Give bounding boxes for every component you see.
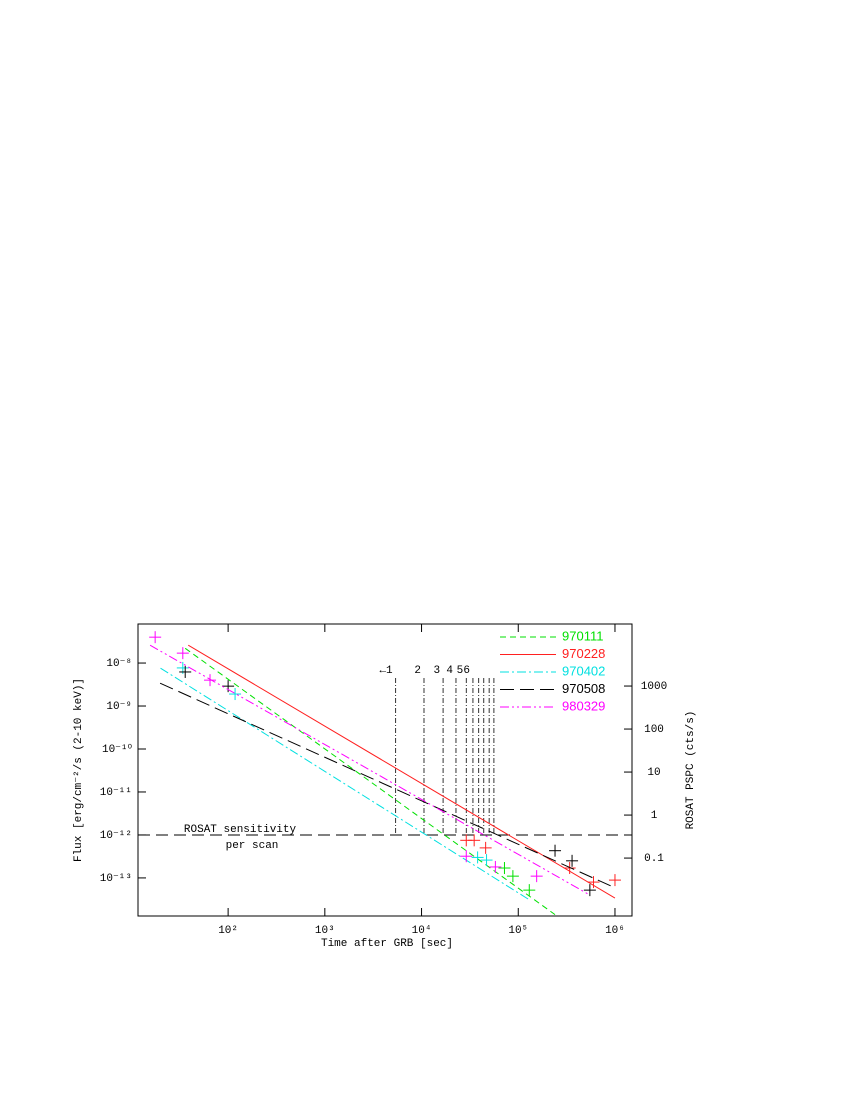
data-point bbox=[460, 850, 473, 863]
plot-frame bbox=[137, 623, 633, 917]
data-point bbox=[229, 688, 242, 701]
x-tick-label: 10³ bbox=[315, 925, 335, 937]
data-point bbox=[471, 851, 484, 864]
y2-tick-label: 1000 bbox=[641, 681, 667, 693]
data-point bbox=[498, 862, 511, 875]
trend-line bbox=[160, 667, 530, 901]
scan-label: 3 bbox=[433, 665, 440, 677]
y-tick-label: 10⁻⁸ bbox=[106, 658, 132, 670]
data-point bbox=[179, 665, 192, 678]
y-tick-label: 10⁻¹⁰ bbox=[102, 743, 133, 756]
trend-line bbox=[184, 647, 556, 916]
y-axis-title: Flux [erg/cm⁻²/s (2-10 keV)] bbox=[73, 678, 85, 862]
y2-tick-label: 1 bbox=[651, 810, 658, 822]
data-point bbox=[176, 647, 189, 660]
data-point bbox=[608, 874, 621, 887]
trend-line bbox=[159, 682, 616, 889]
x-tick-label: 10⁵ bbox=[508, 925, 528, 937]
data-point bbox=[549, 844, 562, 857]
y2-tick-label: 10 bbox=[647, 767, 660, 779]
data-point bbox=[479, 841, 492, 854]
data-point bbox=[489, 860, 502, 873]
data-point bbox=[530, 870, 543, 883]
y-tick-label: 10⁻¹¹ bbox=[100, 787, 132, 799]
data-point bbox=[583, 884, 596, 897]
x-tick-label: 10² bbox=[218, 925, 238, 937]
legend-label: 970228 bbox=[562, 646, 605, 661]
scan-label: ←1 bbox=[379, 665, 393, 677]
scan-label: 2 bbox=[414, 665, 421, 677]
scan-label: 4 bbox=[446, 665, 453, 677]
x-axis-title: Time after GRB [sec] bbox=[321, 938, 453, 950]
legend-label: 970508 bbox=[562, 681, 605, 696]
data-point bbox=[204, 674, 217, 687]
x-tick-label: 10⁶ bbox=[605, 925, 625, 937]
y-tick-label: 10⁻¹² bbox=[100, 830, 132, 842]
data-point bbox=[587, 876, 600, 889]
y2-axis-title: ROSAT PSPC (cts/s) bbox=[685, 711, 697, 830]
trend-line bbox=[149, 644, 591, 896]
legend-label: 980329 bbox=[562, 698, 605, 713]
annotation: per scan bbox=[226, 840, 279, 852]
data-point bbox=[480, 854, 493, 867]
data-point bbox=[523, 884, 536, 897]
scan-label: 6 bbox=[463, 665, 470, 677]
data-point bbox=[149, 631, 162, 644]
x-tick-label: 10⁴ bbox=[412, 925, 432, 937]
data-point bbox=[468, 834, 481, 847]
y-tick-label: 10⁻¹³ bbox=[100, 873, 132, 885]
annotation: ROSAT sensitivity bbox=[184, 824, 297, 836]
scan-label: 5 bbox=[457, 665, 464, 677]
y-tick-label: 10⁻⁹ bbox=[106, 701, 132, 713]
data-point bbox=[222, 680, 235, 693]
y2-tick-label: 100 bbox=[644, 724, 664, 736]
data-point bbox=[566, 854, 579, 867]
trend-line bbox=[187, 644, 616, 899]
data-point bbox=[563, 862, 576, 875]
data-point bbox=[506, 870, 519, 883]
legend-label: 970402 bbox=[562, 663, 605, 678]
legend-label: 970111 bbox=[562, 628, 603, 643]
y2-tick-label: 0.1 bbox=[644, 853, 664, 865]
